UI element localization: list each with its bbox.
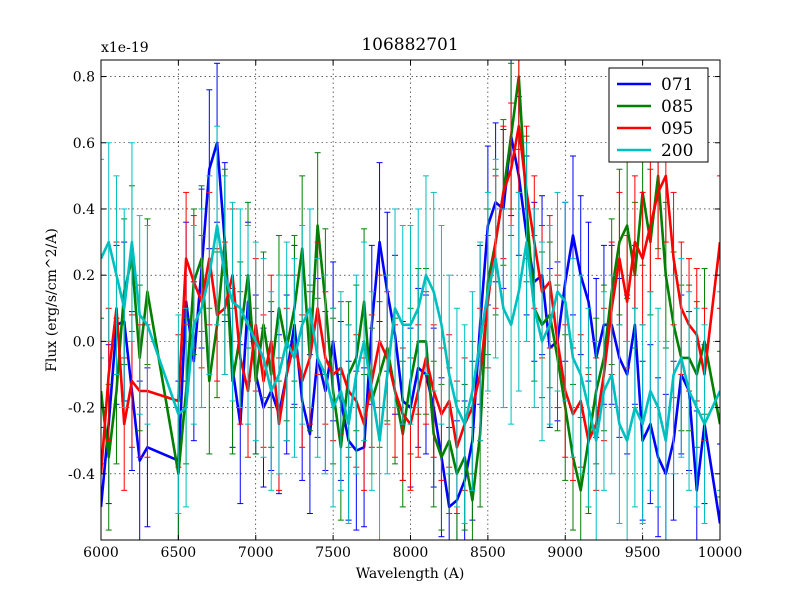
y-axis-label: Flux (erg/s/cm^2/A) xyxy=(44,228,60,372)
x-tick-label: 6000 xyxy=(83,545,119,561)
x-tick-label: 9500 xyxy=(625,545,661,561)
x-tick-label: 6500 xyxy=(161,545,197,561)
y-tick-label: 0.0 xyxy=(73,334,95,350)
series-group xyxy=(101,60,720,540)
x-tick-label: 8500 xyxy=(470,545,506,561)
legend-label-085: 085 xyxy=(661,97,693,117)
y-tick-label: -0.4 xyxy=(68,467,95,483)
series-200 xyxy=(101,125,720,540)
chart-title: 106882701 xyxy=(361,35,458,55)
x-tick-label: 8000 xyxy=(393,545,429,561)
y-tick-label: 0.4 xyxy=(73,202,95,218)
y-tick-label: 0.8 xyxy=(73,70,95,86)
x-axis-label: Wavelength (A) xyxy=(356,566,465,582)
y-tick-label: 0.2 xyxy=(73,268,95,284)
legend-label-071: 071 xyxy=(661,75,693,95)
y-tick-label: -0.2 xyxy=(68,401,95,417)
legend-label-095: 095 xyxy=(661,119,693,139)
y-tick-label: 0.6 xyxy=(73,136,95,152)
y-multiplier-label: x1e-19 xyxy=(101,40,149,56)
x-tick-label: 7500 xyxy=(315,545,351,561)
legend-label-200: 200 xyxy=(661,141,693,161)
series-line-200 xyxy=(101,224,720,443)
x-tick-label: 7000 xyxy=(238,545,274,561)
ticks: 6000 6500 7000 7500 8000 8500 9000 9500 10000 -0.… xyxy=(68,60,742,561)
x-tick-label: 9000 xyxy=(547,545,583,561)
x-tick-label: 10000 xyxy=(698,545,743,561)
